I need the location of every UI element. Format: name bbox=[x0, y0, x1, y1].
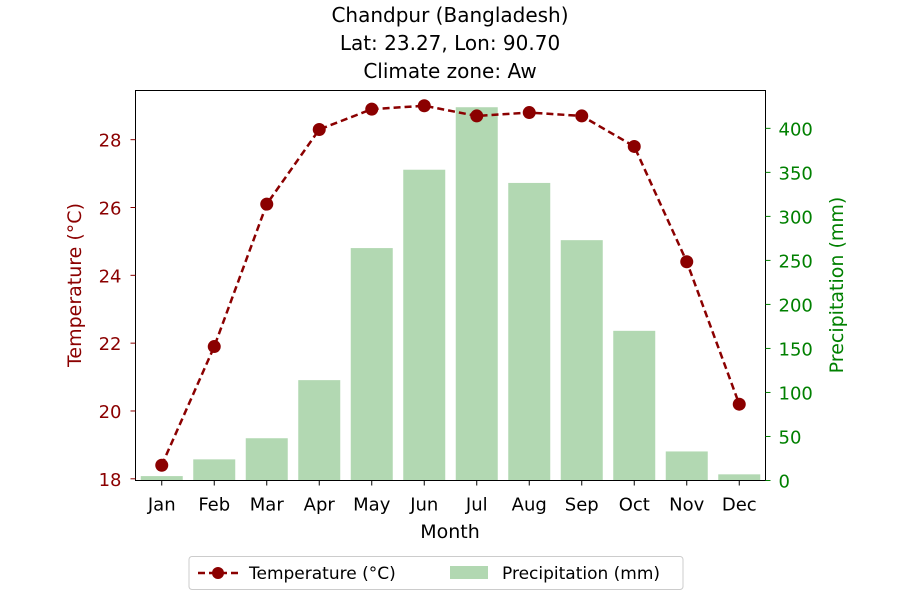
y-left-tick-label-22: 22 bbox=[99, 334, 122, 355]
y-right-tick-label-350: 350 bbox=[779, 163, 813, 184]
temperature-point-dec bbox=[732, 397, 746, 411]
x-tick-label-sep: Sep bbox=[565, 495, 599, 516]
temperature-point-apr bbox=[312, 123, 326, 136]
temperature-point-feb bbox=[207, 340, 221, 354]
temperature-line bbox=[155, 99, 746, 472]
title-line-3: Climate zone: Aw bbox=[363, 59, 536, 83]
y-left-tick-label-26: 26 bbox=[99, 199, 122, 220]
y-right-tick-label-200: 200 bbox=[779, 295, 813, 316]
x-axis: Jan Feb Mar Apr May Jun Jul Aug Sep Oct Nov Dec bbox=[147, 480, 757, 516]
temperature-point-aug bbox=[522, 106, 536, 120]
legend-temperature-label: Temperature (°C) bbox=[248, 564, 396, 584]
precipitation-bar-nov bbox=[665, 451, 708, 481]
y-left-tick-label-20: 20 bbox=[99, 402, 122, 423]
precipitation-bars bbox=[140, 107, 761, 481]
y-right-tick-label-0: 0 bbox=[779, 472, 790, 493]
legend: Temperature (°C) Precipitation (mm) bbox=[188, 556, 684, 590]
temperature-point-nov bbox=[680, 255, 694, 269]
y-axis-precipitation: 0 50 100 150 200 250 300 350 400 bbox=[765, 119, 813, 493]
precipitation-bar-jul bbox=[455, 107, 498, 481]
y-axis-temperature: 18 20 22 24 26 28 bbox=[99, 131, 136, 491]
x-tick-label-mar: Mar bbox=[250, 495, 285, 516]
y-right-tick-label-100: 100 bbox=[779, 383, 813, 404]
y-axis-label-temperature: Temperature (°C) bbox=[64, 203, 86, 368]
temperature-line-path bbox=[160, 104, 741, 466]
y-right-tick-label-250: 250 bbox=[779, 251, 813, 272]
x-tick-label-feb: Feb bbox=[198, 495, 230, 516]
plot-frame bbox=[135, 90, 766, 481]
temperature-point-jul bbox=[470, 109, 484, 123]
precipitation-bar-jun bbox=[403, 169, 446, 481]
temperature-point-sep bbox=[575, 109, 589, 123]
y-axis-label-precipitation: Precipitation (mm) bbox=[826, 197, 848, 374]
title-line-1: Chandpur (Bangladesh) bbox=[331, 3, 568, 27]
legend-precipitation-label: Precipitation (mm) bbox=[502, 564, 660, 584]
x-tick-label-aug: Aug bbox=[512, 495, 547, 516]
precipitation-bar-mar bbox=[245, 438, 288, 481]
x-tick-label-jan: Jan bbox=[147, 495, 176, 516]
precipitation-bar-dec bbox=[718, 474, 761, 481]
temperature-point-oct bbox=[627, 139, 641, 153]
precipitation-bar-apr bbox=[298, 380, 341, 481]
x-axis-label: Month bbox=[420, 521, 480, 543]
precipitation-bar-feb bbox=[193, 459, 236, 481]
x-tick-label-jul: Jul bbox=[465, 495, 488, 516]
y-right-tick-label-300: 300 bbox=[779, 207, 813, 228]
legend-precipitation-swatch bbox=[450, 566, 488, 579]
temperature-point-mar bbox=[260, 197, 274, 211]
y-left-tick-label-18: 18 bbox=[99, 470, 122, 491]
precipitation-bar-jan bbox=[140, 476, 183, 481]
chart-title: Chandpur (Bangladesh) Lat: 23.27, Lon: 90… bbox=[331, 3, 568, 83]
x-tick-label-may: May bbox=[353, 495, 391, 516]
x-tick-label-nov: Nov bbox=[669, 495, 704, 516]
x-tick-label-dec: Dec bbox=[722, 495, 757, 516]
y-right-tick-label-400: 400 bbox=[779, 119, 813, 140]
temperature-point-jan bbox=[155, 458, 169, 472]
x-tick-label-jun: Jun bbox=[409, 495, 438, 516]
temperature-point-jun bbox=[417, 99, 431, 113]
temperature-point-may bbox=[365, 102, 379, 116]
legend-temperature-marker bbox=[212, 567, 224, 579]
legend-frame bbox=[188, 556, 684, 590]
precipitation-bar-aug bbox=[508, 182, 551, 481]
y-right-tick-label-150: 150 bbox=[779, 339, 813, 360]
y-right-tick-label-50: 50 bbox=[779, 427, 802, 448]
y-left-tick-label-28: 28 bbox=[99, 131, 122, 152]
title-line-2: Lat: 23.27, Lon: 90.70 bbox=[340, 31, 560, 55]
x-tick-label-oct: Oct bbox=[619, 495, 650, 516]
y-left-tick-label-24: 24 bbox=[99, 266, 122, 287]
precipitation-bar-sep bbox=[560, 240, 603, 481]
x-tick-label-apr: Apr bbox=[304, 495, 336, 516]
precipitation-bar-may bbox=[350, 248, 393, 481]
precipitation-bar-oct bbox=[613, 330, 656, 481]
